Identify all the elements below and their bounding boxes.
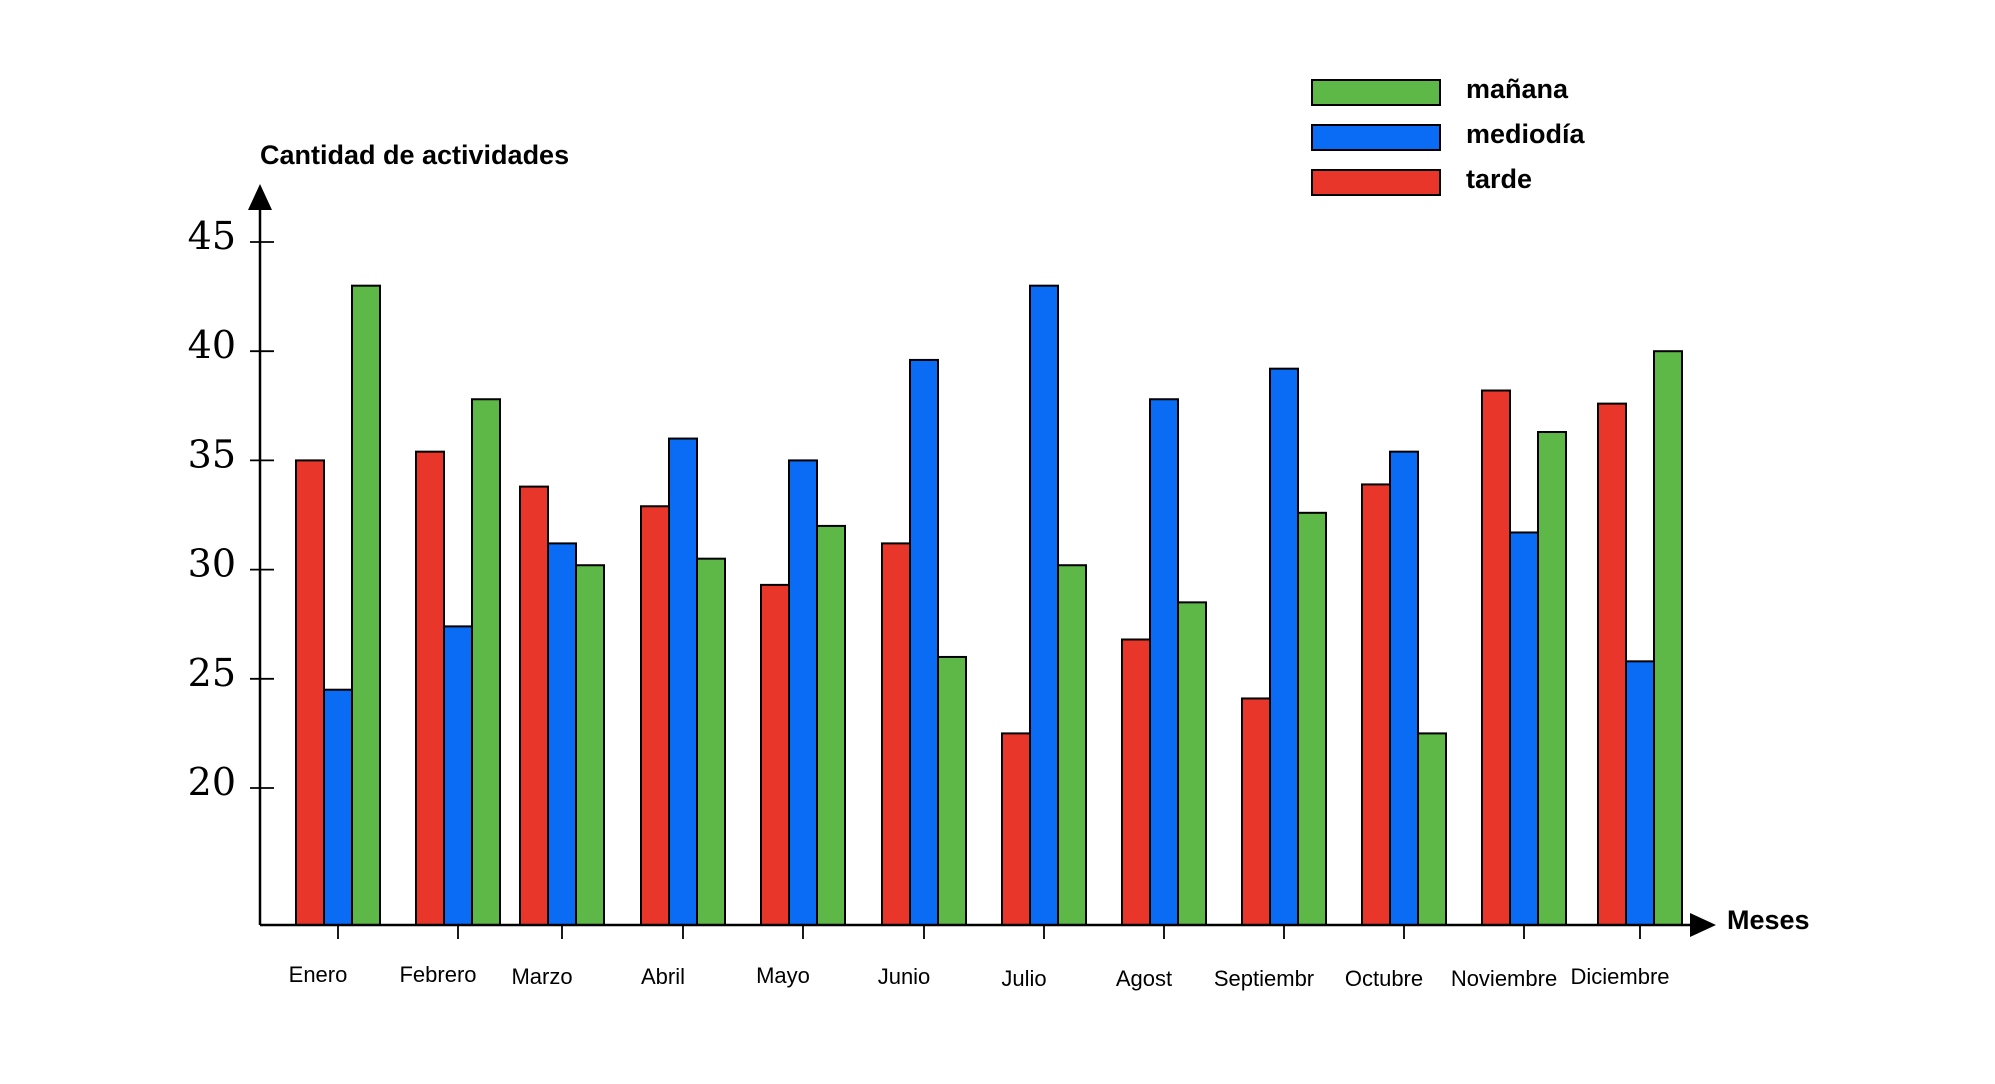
bar-group-marzo	[519, 485, 605, 927]
bar-febrero-mañana	[471, 398, 501, 926]
x-tick-label-junio: Junio	[878, 964, 931, 989]
bar-abril-tarde	[640, 505, 670, 926]
bar-diciembre-mañana	[1653, 350, 1683, 926]
x-axis-title: Meses	[1727, 905, 1810, 935]
x-tick-label-diciembre: Diciembre	[1570, 964, 1669, 989]
bar-group-agost	[1121, 398, 1207, 926]
y-tick-label-30: 30	[188, 542, 236, 586]
bar-marzo-tarde	[519, 485, 549, 926]
legend: mañana mediodía tarde	[1311, 74, 1586, 196]
bar-group-septiembr	[1241, 367, 1327, 926]
legend-label-mañana: mañana	[1466, 74, 1569, 104]
legend-swatch-mañana	[1311, 79, 1441, 106]
y-axis-title: Cantidad de actividades	[260, 140, 569, 170]
y-axis-ticks: 20 25 30 35 40 45	[188, 214, 274, 804]
bar-enero-tarde	[295, 459, 325, 926]
bar-abril-mañana	[696, 557, 726, 926]
x-tick-label-enero: Enero	[289, 962, 348, 987]
bar-agost-mañana	[1177, 601, 1207, 926]
x-tick-label-febrero: Febrero	[399, 962, 476, 987]
bar-septiembr-mañana	[1297, 511, 1327, 926]
bar-marzo-mediodía	[547, 542, 577, 927]
bar-diciembre-mediodía	[1625, 660, 1655, 926]
bar-enero-mañana	[351, 284, 381, 926]
bars-layer	[295, 284, 1683, 927]
bar-febrero-tarde	[415, 450, 445, 926]
bar-octubre-tarde	[1361, 483, 1391, 926]
bar-group-noviembre	[1481, 389, 1567, 926]
bar-group-abril	[640, 437, 726, 926]
bar-group-junio	[881, 358, 967, 927]
legend-item-tarde: tarde	[1311, 164, 1532, 196]
legend-swatch-mediodía	[1311, 124, 1441, 151]
x-tick-label-marzo: Marzo	[511, 964, 572, 989]
bar-mayo-tarde	[760, 583, 790, 926]
legend-label-mediodía: mediodía	[1466, 119, 1586, 149]
bar-mayo-mediodía	[788, 459, 818, 926]
y-tick-label-45: 45	[188, 214, 236, 258]
bar-agost-tarde	[1121, 638, 1151, 926]
y-tick-label-35: 35	[188, 432, 236, 476]
bar-group-diciembre	[1597, 350, 1683, 926]
x-tick-label-abril: Abril	[641, 964, 685, 989]
bar-abril-mediodía	[668, 437, 698, 926]
bar-junio-mañana	[937, 655, 967, 927]
bar-agost-mediodía	[1149, 398, 1179, 926]
legend-label-tarde: tarde	[1466, 164, 1532, 194]
y-tick-label-25: 25	[188, 651, 236, 695]
bar-enero-mediodía	[323, 688, 353, 926]
legend-item-mañana: mañana	[1311, 74, 1569, 106]
bar-group-febrero	[415, 398, 501, 926]
bar-febrero-mediodía	[443, 625, 473, 926]
bar-marzo-mañana	[575, 564, 605, 926]
bar-octubre-mediodía	[1389, 450, 1419, 926]
legend-swatch-tarde	[1311, 169, 1441, 196]
bar-julio-mañana	[1057, 564, 1087, 926]
x-axis-ticks: Enero Febrero Marzo Abril Mayo Junio Julio Agos…	[289, 925, 1670, 991]
x-tick-label-octubre: Octubre	[1345, 966, 1423, 991]
bar-septiembr-tarde	[1241, 697, 1271, 926]
y-axis-arrow	[248, 184, 272, 210]
y-tick-label-20: 20	[188, 760, 236, 804]
bar-mayo-mañana	[816, 524, 846, 926]
bar-group-mayo	[760, 459, 846, 926]
y-tick-label-40: 40	[188, 323, 236, 367]
x-tick-label-mayo: Mayo	[756, 963, 810, 988]
bar-group-enero	[295, 284, 381, 926]
bar-noviembre-mediodía	[1509, 531, 1539, 926]
bar-junio-mediodía	[909, 358, 939, 927]
bar-noviembre-mañana	[1537, 431, 1567, 926]
bar-group-octubre	[1361, 450, 1447, 927]
bar-julio-tarde	[1001, 732, 1031, 927]
x-tick-label-noviembre: Noviembre	[1451, 966, 1557, 991]
x-tick-label-septiembr: Septiembr	[1214, 966, 1314, 991]
bar-noviembre-tarde	[1481, 389, 1511, 926]
bar-diciembre-tarde	[1597, 402, 1627, 926]
x-tick-label-agost: Agost	[1116, 966, 1172, 991]
bar-junio-tarde	[881, 542, 911, 927]
x-axis-arrow	[1690, 913, 1716, 937]
bar-group-julio	[1001, 284, 1087, 927]
axes	[248, 184, 1716, 937]
bar-septiembr-mediodía	[1269, 367, 1299, 926]
bar-julio-mediodía	[1029, 284, 1059, 926]
legend-item-mediodía: mediodía	[1311, 119, 1586, 151]
bar-octubre-mañana	[1417, 732, 1447, 927]
x-tick-label-julio: Julio	[1001, 966, 1046, 991]
